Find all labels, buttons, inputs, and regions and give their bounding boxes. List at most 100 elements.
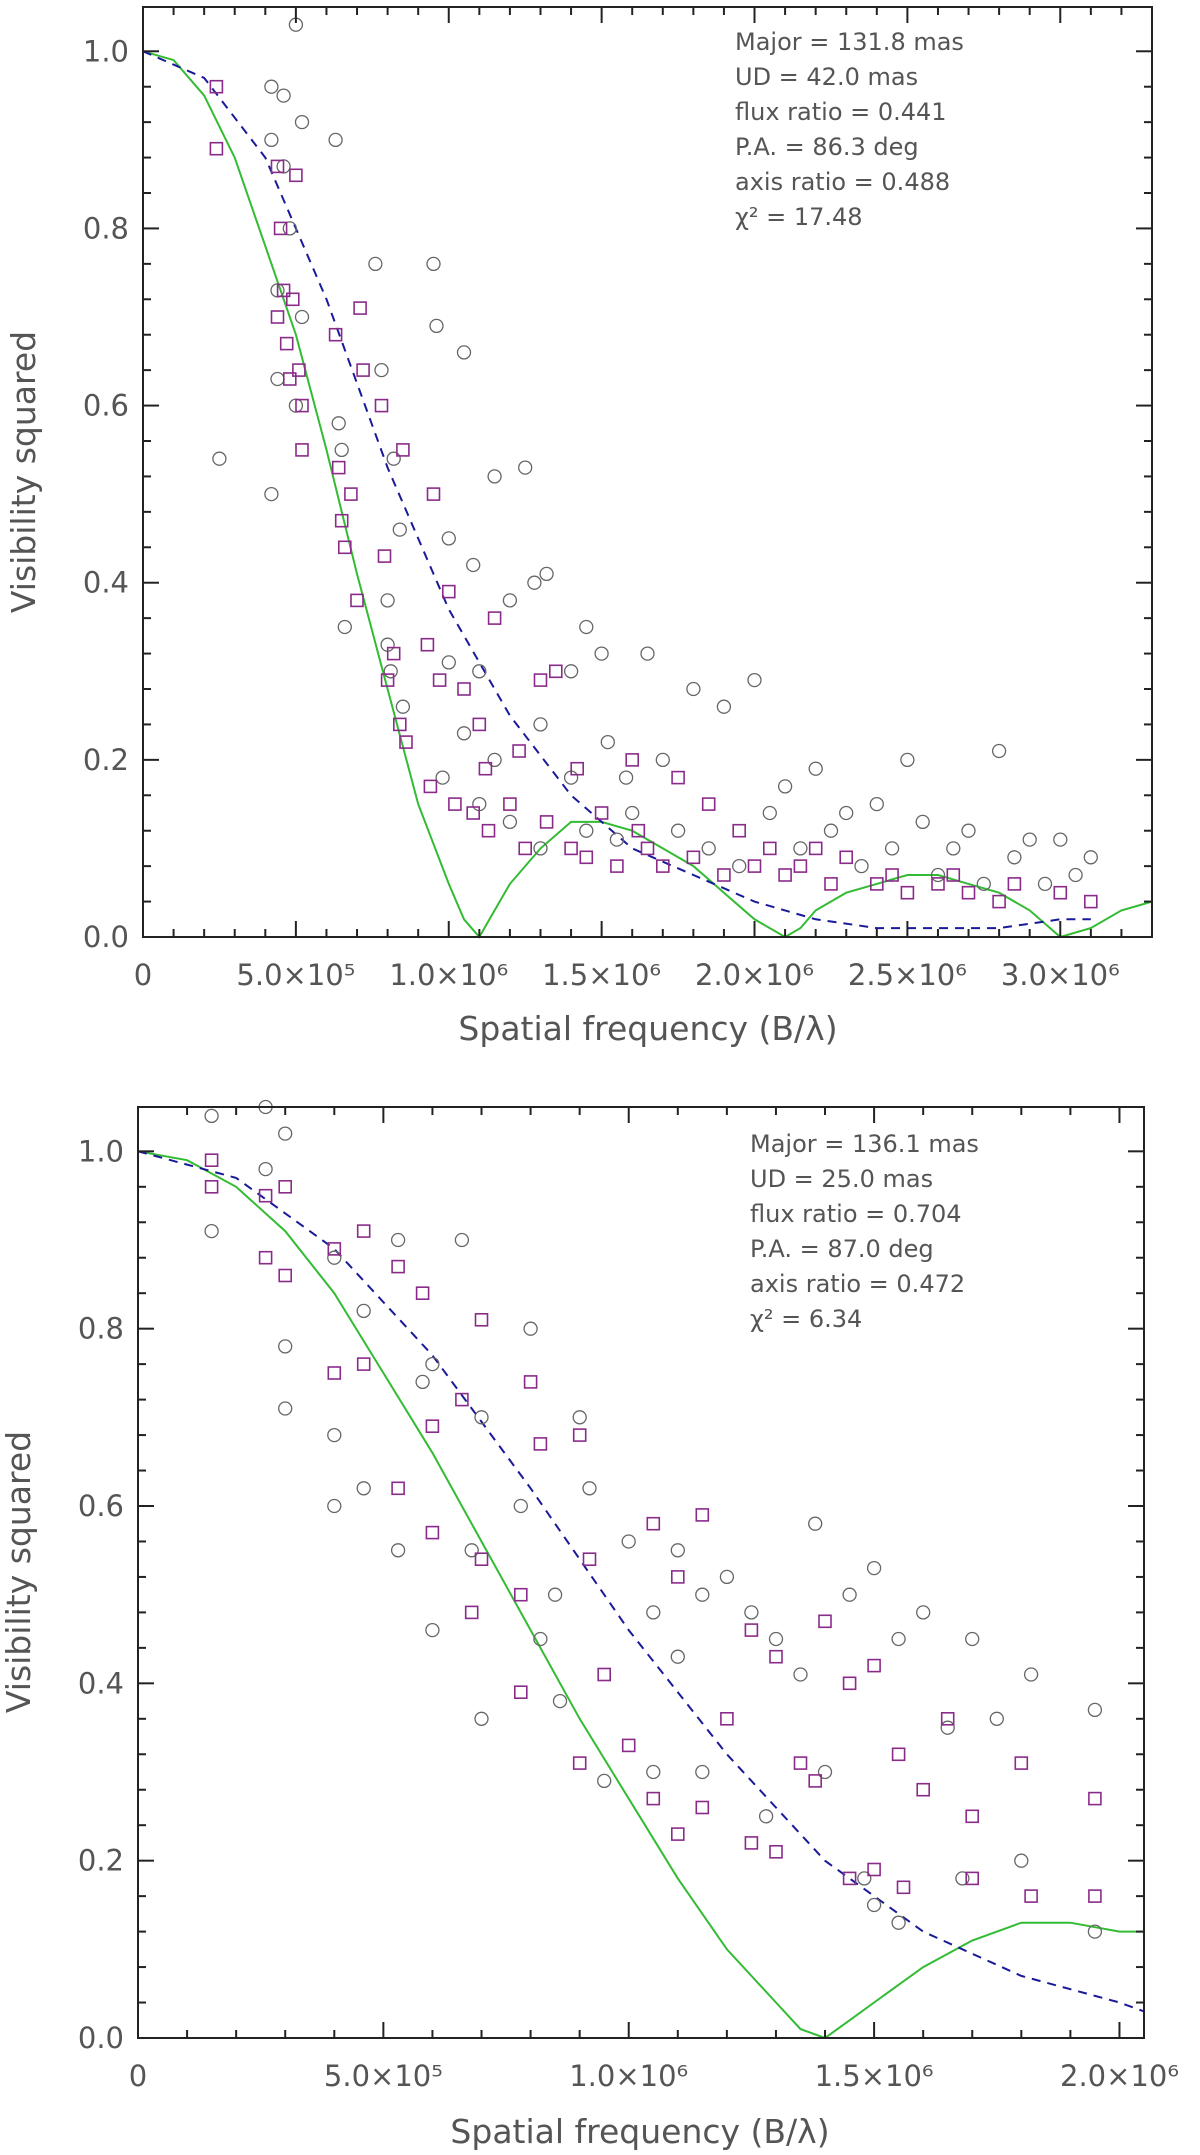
panel-1-series-1-point [466, 806, 481, 820]
panel-2-series-1-point [896, 1880, 911, 1895]
panel-1-series-0-point [1037, 876, 1053, 892]
panel-1-series-1-point [344, 487, 358, 501]
panel-2-series-1-point [513, 1685, 528, 1699]
panel-2-series-0-point [327, 1250, 342, 1265]
panel-2-series-1-point [204, 1153, 219, 1167]
panel-1-series-1-point [539, 815, 554, 829]
panel-2-y-tick-label: 1.0 [78, 1134, 124, 1168]
panel-1-y-axis-title: Visibility squared [4, 331, 43, 613]
panel-1-series-1-point [380, 673, 395, 687]
panel-1-series-1-point [869, 877, 884, 891]
panel-2-series-1-point [842, 1676, 857, 1691]
panel-1-y-tick-label: 0.2 [83, 743, 129, 777]
panel-2-series-1-point [278, 1268, 293, 1283]
panel-1-series-1-point [579, 850, 594, 865]
panel-2-series-0-point [390, 1543, 406, 1558]
panel-2-annotation-ud: UD = 25.0 mas [750, 1165, 933, 1193]
panel-2-series-1-point [646, 1516, 661, 1531]
panel-2-series-0-point [356, 1481, 371, 1496]
panel-1-annotation-block: Major = 131.8 mas UD = 42.0 mas flux rat… [735, 28, 964, 231]
panel-1-series-0-point [331, 416, 346, 431]
panel-1-series-0-point [502, 814, 518, 830]
panel-2-series-1-point [464, 1605, 479, 1620]
panel-2-annotation-chi2: χ² = 6.34 [750, 1305, 862, 1333]
panel-2-series-1-point [940, 1712, 955, 1726]
panel-1-series-0-point [884, 841, 900, 856]
panel-1-series-1-point [377, 549, 392, 563]
panel-1-series-1-point [946, 868, 961, 882]
panel-1-series-1-point [423, 779, 438, 794]
panel-2-annotation-axis-ratio: axis ratio = 0.472 [750, 1270, 965, 1298]
panel-2-series-0-point [258, 1161, 273, 1177]
panel-1-series-1-point [386, 646, 401, 661]
panel-1-series-1-point [270, 310, 285, 324]
panel-2-x-tick-label: 2.0×10⁶ [1060, 2059, 1179, 2093]
panel-2-series-1-point [258, 1250, 273, 1265]
panel-1-series-1-point [701, 797, 716, 811]
panel-2-series-0-point [454, 1232, 470, 1248]
panel-2-series-0-point [523, 1321, 538, 1336]
panel-2-series-0-point [916, 1605, 931, 1620]
panel-1-series-1-point [353, 301, 367, 315]
panel-2-series-0-point [817, 1764, 833, 1780]
panel-1-tick-labels: 0 5.0×10⁵ 1.0×10⁶ 1.5×10⁶ 2.0×10⁶ 2.5×10⁶ 3.0×… [83, 34, 1120, 992]
panel-2-series-0-point [891, 1631, 906, 1647]
panel-1-y-tick-label: 0.0 [83, 920, 129, 954]
panel-1-series-1-point [426, 487, 441, 501]
panel-2-series-0-point [1087, 1924, 1103, 1939]
panel-1-series-1-point [209, 141, 224, 156]
panel-2-plot-frame [137, 1106, 1145, 2039]
panel-2-series-0-point [425, 1622, 440, 1638]
panel-2-series-0-point [474, 1711, 489, 1726]
panel-1-series-0-point [487, 469, 502, 484]
panel-1-series-1-point [631, 823, 646, 838]
panel-1-series-1-point [328, 327, 343, 342]
panel-2-series-0-point [866, 1897, 882, 1913]
panel-1-series-0-point [294, 114, 310, 130]
panel-2-series-1-point [769, 1649, 783, 1664]
panel-1-series-0-point [1022, 832, 1037, 847]
panel-1-series-0-point [518, 460, 533, 475]
panel-1-points [209, 17, 1098, 909]
panel-2-series-1-point [818, 1614, 832, 1629]
panel-1-series-0-point [435, 770, 450, 785]
panel-1-series-0-point [368, 256, 383, 272]
panel-2-series-1-point [695, 1800, 710, 1815]
panel-1-series-0-point [264, 132, 279, 148]
panel-1-series-0-point [625, 805, 640, 821]
panel-1-series-1-point [448, 797, 462, 811]
panel-1-series-0-point [1007, 850, 1022, 865]
panel-2-series-1-point [356, 1224, 371, 1238]
panel-1-series-0-point [946, 841, 961, 856]
panel-1-series-0-point [976, 876, 991, 892]
panel-1-series-1-point [472, 717, 487, 732]
panel-2-series-1-point [391, 1259, 405, 1274]
panel-2-series-1-point [670, 1570, 685, 1584]
panel-2-series-0-point [1087, 1702, 1103, 1718]
panel-1-series-0-point [732, 858, 747, 874]
panel-2-series-0-point [793, 1667, 808, 1682]
panel-1-series-0-point [472, 664, 487, 679]
panel-2-series-1-point [415, 1286, 430, 1300]
panel-1-x-tick-label: 5.0×10⁵ [236, 958, 355, 992]
panel-1-series-1-point [420, 637, 435, 652]
panel-1-series-0-point [429, 318, 444, 334]
panel-1-series-1-point [625, 753, 640, 767]
panel-2-series-0-point [278, 1339, 293, 1354]
panel-1-series-1-point [839, 850, 854, 865]
panel-1-series-1-point [457, 682, 471, 696]
panel-1-series-0-point [915, 814, 930, 830]
panel-1-series-1-point [793, 859, 808, 873]
panel-2-series-1-point [646, 1791, 661, 1806]
panel-1-series-1-point [503, 797, 517, 811]
panel-2-x-tick-label: 1.5×10⁶ [815, 2059, 934, 2093]
panel-2-series-0-point [415, 1374, 430, 1390]
panel-2-tick-labels: 0 5.0×10⁵ 1.0×10⁶ 1.5×10⁶ 2.0×10⁶ 0.0 0.2 0.4 0.… [78, 1134, 1179, 2093]
panel-2-series-0-point [572, 1410, 587, 1425]
panel-1-series-1-point [885, 868, 899, 882]
panel-1-series-1-point [992, 894, 1006, 909]
panel-1-annotation-chi2: χ² = 17.48 [735, 203, 863, 231]
panel-1-series-1-point [1007, 877, 1022, 891]
panel-1-annotation-flux-ratio: flux ratio = 0.441 [735, 98, 947, 126]
panel-1-series-1-point [478, 761, 493, 776]
